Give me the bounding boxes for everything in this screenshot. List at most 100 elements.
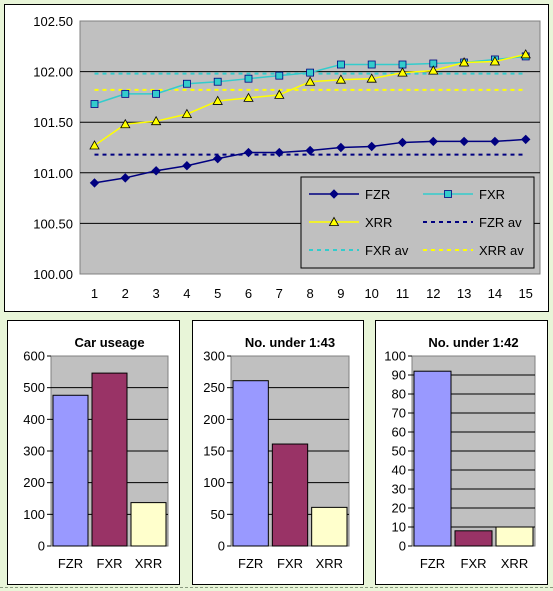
bar [91,372,128,547]
line-chart-panel: 100.00 100.50 101.00 101.50 102.00 102.50 1 2 3 4… [4,4,549,312]
data-point [121,89,130,98]
y-tick-label: 100.00 [33,267,73,282]
x-tick-label: 6 [245,286,252,301]
legend-label: FZR av [479,215,522,230]
data-point [366,141,377,152]
y-tick-label: 250 [203,380,225,395]
data-point [213,77,222,86]
data-point [244,74,253,83]
bar [52,394,89,547]
y-tick-label: 0 [218,539,225,554]
data-point [366,73,377,83]
data-point [398,60,407,69]
data-point [243,147,254,158]
y-tick-label: 101.50 [33,115,73,130]
data-point [458,57,470,67]
x-tick-label: FXR [277,556,303,571]
bar [130,502,167,547]
data-point [89,140,100,150]
data-point [120,173,131,183]
x-tick-label: 14 [488,286,502,301]
y-tick-label: 30 [392,482,406,497]
y-tick-label: 100 [384,349,406,364]
x-tick-label: 11 [396,286,410,301]
data-point [335,74,347,84]
data-point [444,190,452,198]
y-tick-label: 102.00 [33,65,73,80]
y-tick-label: 200 [23,475,45,490]
y-tick-label: 20 [392,501,406,516]
data-point [89,178,100,188]
data-point [212,153,223,164]
y-tick-label: 70 [392,406,406,421]
x-tick-label: 1 [91,286,98,301]
data-point [490,136,500,147]
chart-title: Car useage [74,335,144,350]
data-point [151,166,161,176]
under-142-chart: No. under 1:42 0 10 20 30 40 50 60 70 80 90 100 FZR F… [384,335,536,571]
under-143-chart-panel: No. under 1:43 0 50 100 150 200 250 300 FZR FXR XR… [192,320,364,585]
data-point [274,147,285,158]
y-tick-label: 40 [392,463,406,478]
legend-label: XRR av [479,243,524,258]
under-143-chart: No. under 1:43 0 50 100 150 200 250 300 FZR FXR XR… [203,335,350,571]
bar [271,443,309,547]
car-useage-chart-panel: Car useage 0 100 200 300 400 500 600 FZR FXR XRR [7,320,180,585]
legend-label: FZR [365,187,390,202]
data-point [520,134,531,145]
legend-label: FXR [479,187,505,202]
y-tick-label: 100 [203,475,225,490]
y-tick-label: 50 [211,507,225,522]
x-tick-label: 15 [518,286,532,301]
y-tick-label: 10 [392,520,406,535]
x-tick-label: FXR [97,556,123,571]
x-tick-label: 8 [306,286,313,301]
x-tick-label: XRR [316,556,343,571]
data-point [459,136,469,147]
x-tick-label: FXR [461,556,487,571]
y-tick-label: 150 [203,444,225,459]
x-tick-label: XRR [501,556,528,571]
bar [311,506,348,547]
x-tick-label: XRR [135,556,162,571]
data-point [367,60,376,69]
data-point [428,136,439,147]
y-tick-label: 600 [23,349,45,364]
data-point [212,95,223,105]
y-tick-label: 0 [399,539,406,554]
data-point [243,92,254,102]
y-tick-label: 60 [392,425,406,440]
y-tick-label: 200 [203,412,225,427]
x-tick-label: 2 [122,286,129,301]
x-tick-label: FZR [58,556,83,571]
data-point [397,137,408,148]
data-point [336,60,345,69]
y-tick-label: 300 [203,349,225,364]
legend-label: FXR av [365,243,409,258]
data-point [520,49,531,59]
data-point [275,71,284,80]
data-point [181,108,193,119]
data-point [428,65,439,75]
data-point [305,145,315,156]
x-tick-label: 10 [364,286,378,301]
bar [413,370,452,547]
y-tick-label: 0 [38,539,45,554]
y-tick-label: 50 [392,444,406,459]
data-point [336,142,346,153]
x-tick-label: 4 [183,286,190,301]
x-tick-label: 9 [337,286,344,301]
chart-title: No. under 1:42 [428,335,518,350]
x-tick-label: 13 [457,286,471,301]
data-point [120,118,131,129]
bar [232,380,269,547]
y-tick-label: 101.00 [33,166,73,181]
bar [454,530,493,547]
x-tick-label: 7 [276,286,283,301]
y-tick-label: 100.50 [33,216,73,231]
data-point [328,216,340,226]
data-point [274,89,285,99]
data-point [182,79,191,88]
car-useage-chart: Car useage 0 100 200 300 400 500 600 FZR FXR XRR [23,335,169,571]
